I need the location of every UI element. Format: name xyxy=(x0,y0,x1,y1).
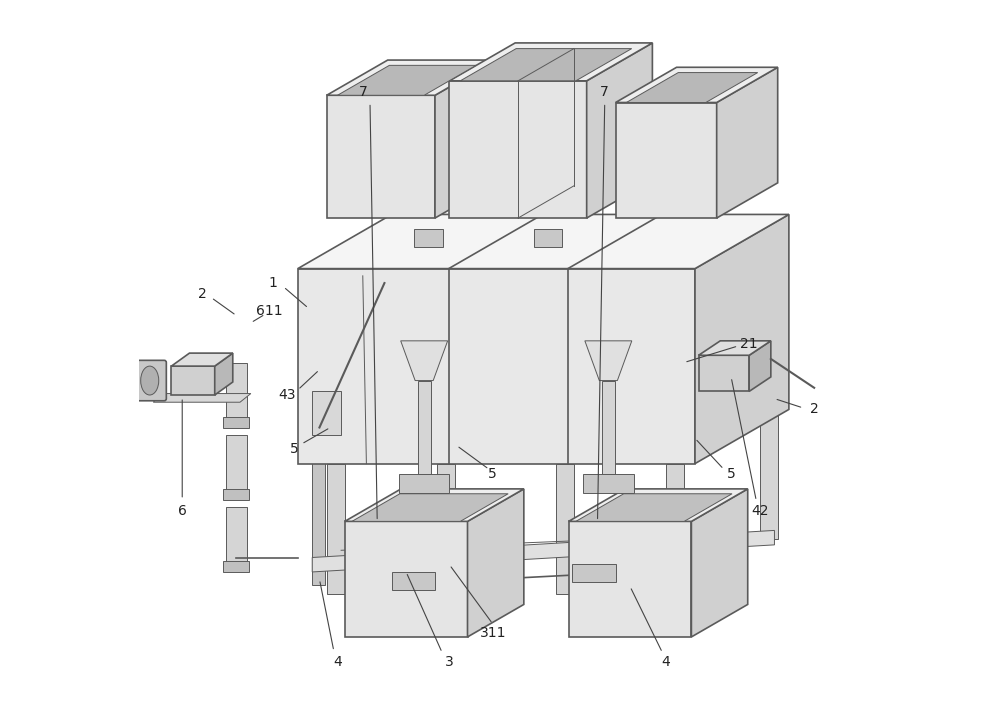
Polygon shape xyxy=(460,49,632,80)
Polygon shape xyxy=(298,268,695,463)
Polygon shape xyxy=(760,410,778,539)
Polygon shape xyxy=(626,72,758,102)
Polygon shape xyxy=(312,455,324,586)
Polygon shape xyxy=(171,366,215,395)
Text: 7: 7 xyxy=(600,85,609,99)
Polygon shape xyxy=(587,43,652,218)
Text: 311: 311 xyxy=(480,626,506,640)
Polygon shape xyxy=(585,341,632,381)
Text: 43: 43 xyxy=(278,388,296,402)
Polygon shape xyxy=(215,353,233,395)
Text: 4: 4 xyxy=(662,655,670,669)
Polygon shape xyxy=(223,561,249,572)
Polygon shape xyxy=(569,489,748,521)
Text: 5: 5 xyxy=(727,468,735,481)
Text: 42: 42 xyxy=(751,504,769,518)
Polygon shape xyxy=(312,392,341,435)
Polygon shape xyxy=(327,60,496,95)
Polygon shape xyxy=(223,489,249,500)
Polygon shape xyxy=(602,381,615,474)
Polygon shape xyxy=(401,341,448,381)
Polygon shape xyxy=(449,43,652,80)
Polygon shape xyxy=(327,95,435,218)
Polygon shape xyxy=(749,341,771,392)
Polygon shape xyxy=(223,417,249,428)
Text: 1: 1 xyxy=(268,276,277,290)
Text: 5: 5 xyxy=(488,468,497,481)
Polygon shape xyxy=(338,65,476,95)
Text: 6: 6 xyxy=(178,504,187,518)
Text: 7: 7 xyxy=(358,85,367,99)
Text: 5: 5 xyxy=(290,442,299,456)
Polygon shape xyxy=(569,521,691,637)
Polygon shape xyxy=(695,215,789,463)
Text: 2: 2 xyxy=(810,402,819,416)
Ellipse shape xyxy=(141,366,159,395)
Polygon shape xyxy=(449,80,587,218)
Polygon shape xyxy=(616,102,717,218)
Polygon shape xyxy=(699,341,771,355)
Text: 2: 2 xyxy=(198,287,207,301)
Polygon shape xyxy=(392,572,435,590)
Polygon shape xyxy=(226,507,247,565)
Polygon shape xyxy=(576,494,732,521)
Polygon shape xyxy=(418,381,431,474)
Polygon shape xyxy=(699,355,749,392)
Polygon shape xyxy=(437,463,455,594)
Text: 21: 21 xyxy=(740,337,758,352)
Polygon shape xyxy=(616,67,778,102)
Polygon shape xyxy=(691,489,748,637)
Polygon shape xyxy=(153,394,251,402)
Polygon shape xyxy=(298,215,789,268)
Text: 3: 3 xyxy=(445,655,454,669)
Polygon shape xyxy=(468,489,524,637)
Text: 4: 4 xyxy=(333,655,342,669)
Polygon shape xyxy=(572,564,616,582)
Polygon shape xyxy=(666,463,684,594)
Polygon shape xyxy=(717,67,778,218)
Polygon shape xyxy=(226,362,247,420)
Polygon shape xyxy=(226,435,247,492)
Polygon shape xyxy=(345,489,524,521)
Text: 611: 611 xyxy=(256,304,282,318)
Polygon shape xyxy=(327,463,345,594)
Polygon shape xyxy=(352,494,508,521)
Polygon shape xyxy=(556,463,574,594)
Polygon shape xyxy=(171,353,233,366)
FancyBboxPatch shape xyxy=(133,360,166,401)
Polygon shape xyxy=(312,531,774,572)
Polygon shape xyxy=(345,521,468,637)
Polygon shape xyxy=(399,474,449,492)
Polygon shape xyxy=(534,229,562,247)
Polygon shape xyxy=(583,474,634,492)
Polygon shape xyxy=(435,60,496,218)
Polygon shape xyxy=(414,229,443,247)
